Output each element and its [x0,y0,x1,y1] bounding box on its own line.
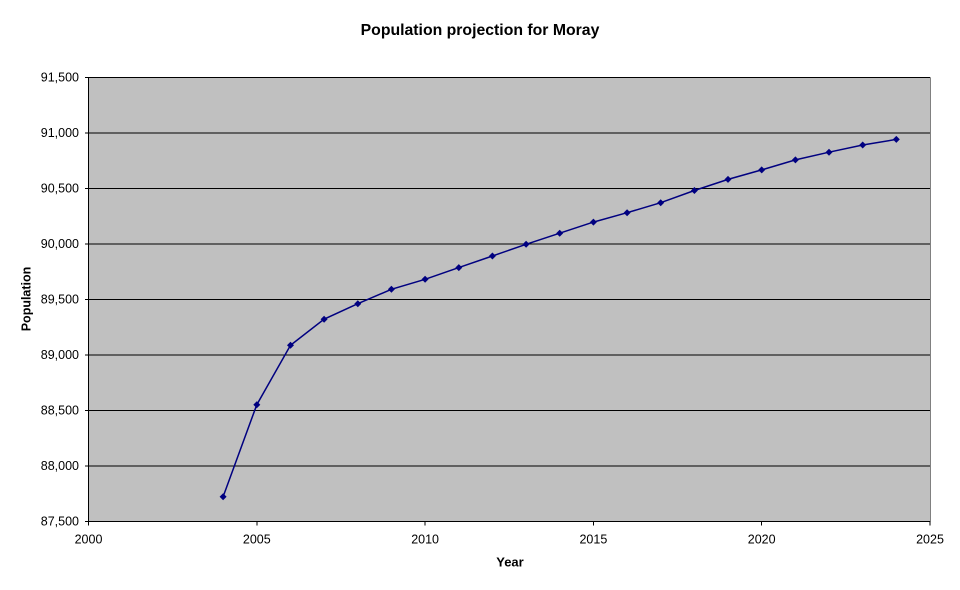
svg-text:91,000: 91,000 [41,126,79,140]
svg-text:2005: 2005 [243,533,271,547]
svg-text:90,500: 90,500 [41,182,79,196]
svg-text:2025: 2025 [916,533,944,547]
svg-text:Year: Year [496,555,523,570]
svg-text:90,000: 90,000 [41,237,79,251]
svg-text:Population projection for Mora: Population projection for Moray [361,22,600,39]
svg-text:89,500: 89,500 [41,293,79,307]
svg-text:89,000: 89,000 [41,348,79,362]
svg-text:2020: 2020 [748,533,776,547]
svg-text:2015: 2015 [579,533,607,547]
svg-text:2000: 2000 [75,533,103,547]
svg-text:Population: Population [20,267,34,332]
svg-text:88,000: 88,000 [41,459,79,473]
svg-text:2010: 2010 [411,533,439,547]
svg-text:91,500: 91,500 [41,71,79,85]
svg-text:88,500: 88,500 [41,404,79,418]
svg-text:87,500: 87,500 [41,515,79,529]
